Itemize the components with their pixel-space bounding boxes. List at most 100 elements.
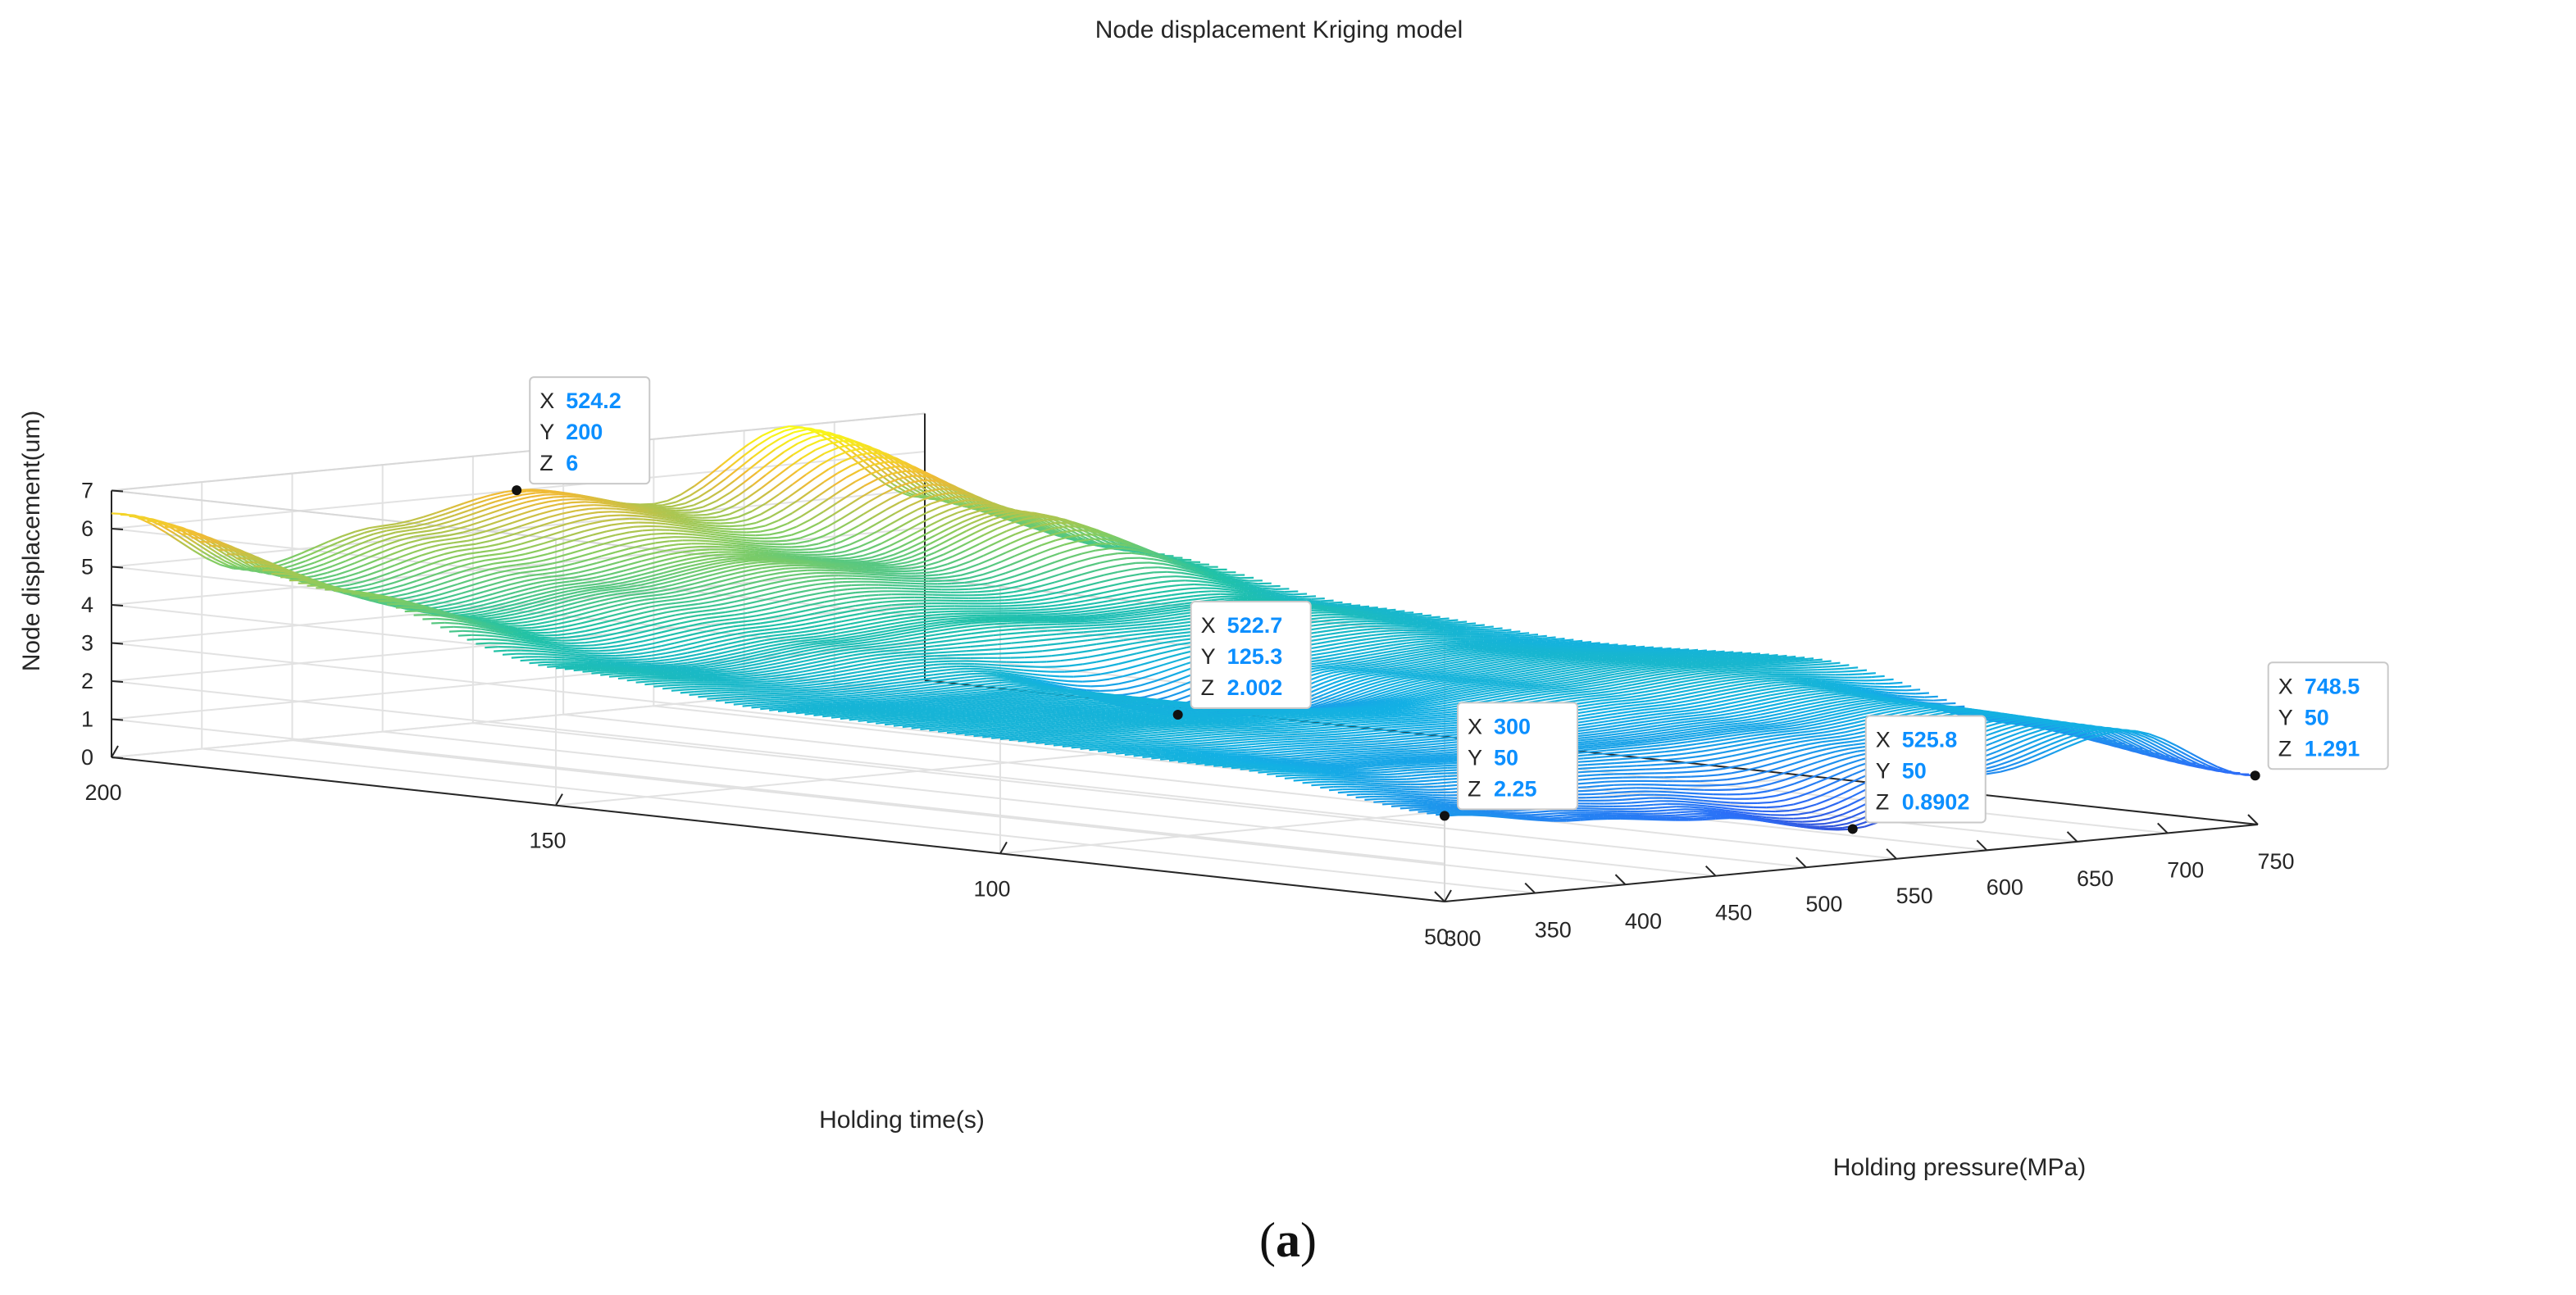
surface-segment <box>731 657 746 661</box>
surface-segment <box>1122 652 1137 657</box>
surface-segment <box>676 588 690 593</box>
surface-segment <box>633 648 648 652</box>
pressure-tick <box>1886 848 1897 860</box>
surface-segment <box>994 703 1008 707</box>
surface-segment <box>915 571 930 575</box>
surface-segment <box>493 561 507 565</box>
surface-segment <box>1153 585 1167 590</box>
surface-segment <box>808 562 821 566</box>
surface-segment <box>711 478 726 490</box>
surface-segment <box>820 689 834 693</box>
surface-segment <box>503 549 517 555</box>
surface-segment <box>1402 636 1417 639</box>
surface-segment <box>1068 663 1083 667</box>
surface-segment <box>835 648 849 653</box>
surface-segment <box>580 619 595 625</box>
surface-segment <box>1340 613 1354 616</box>
surface-segment <box>859 598 874 602</box>
surface-segment <box>1471 624 1485 627</box>
surface-segment <box>666 512 680 516</box>
surface-segment <box>1154 641 1169 646</box>
surface-segment <box>381 546 396 553</box>
surface-segment <box>572 592 587 598</box>
surface-segment <box>660 663 674 666</box>
surface-segment <box>786 637 801 641</box>
surface-segment <box>908 636 922 640</box>
surface-segment <box>417 541 432 547</box>
surface-segment <box>1147 618 1161 622</box>
surface-segment <box>716 606 730 611</box>
surface-segment <box>740 565 754 570</box>
surface-segment <box>817 638 832 643</box>
surface-segment <box>605 561 620 567</box>
surface-segment <box>236 557 252 567</box>
surface-segment <box>685 688 699 691</box>
surface-segment <box>959 584 974 588</box>
surface-segment <box>1450 647 1465 651</box>
surface-segment <box>444 621 459 625</box>
surface-segment <box>1041 539 1056 546</box>
surface-segment <box>204 537 219 543</box>
surface-segment <box>745 552 759 555</box>
surface-segment <box>1039 697 1054 701</box>
surface-segment <box>1154 558 1168 563</box>
time-tick <box>555 793 563 807</box>
surface-segment <box>444 566 458 573</box>
surface-segment <box>651 661 665 665</box>
surface-segment <box>413 614 428 616</box>
surface-segment <box>271 564 286 570</box>
surface-segment <box>849 554 863 559</box>
surface-segment <box>550 584 565 589</box>
surface-segment <box>851 683 866 687</box>
surface-segment <box>576 507 589 512</box>
surface-segment <box>394 577 408 584</box>
surface-segment <box>951 549 967 558</box>
surface-segment <box>831 532 846 540</box>
surface-segment <box>672 558 687 564</box>
surface-segment <box>507 507 522 514</box>
surface-segment <box>534 534 548 541</box>
surface-segment <box>848 570 862 573</box>
surface-segment <box>732 544 746 548</box>
surface-segment <box>880 553 894 560</box>
surface-segment <box>1008 604 1022 607</box>
surface-segment <box>1363 612 1377 616</box>
surface-segment <box>878 679 893 684</box>
surface-segment <box>773 522 788 530</box>
surface-segment <box>389 584 404 590</box>
surface-segment <box>1047 643 1061 646</box>
surface-segment <box>951 568 966 574</box>
surface-segment <box>1158 579 1172 584</box>
surface-segment <box>883 684 897 688</box>
surface-segment <box>373 529 388 535</box>
surface-segment <box>1071 610 1085 614</box>
surface-segment <box>690 685 703 688</box>
surface-segment <box>1243 590 1258 595</box>
surface-segment <box>751 525 766 530</box>
surface-segment <box>835 521 851 531</box>
surface-segment <box>943 529 958 538</box>
surface-segment <box>795 711 810 715</box>
surface-segment <box>873 691 888 695</box>
surface-segment <box>741 637 756 643</box>
surface-segment <box>950 676 965 680</box>
surface-segment <box>636 575 651 581</box>
surface-segment <box>431 611 446 616</box>
surface-segment <box>1099 594 1113 600</box>
surface-segment <box>1482 648 1496 651</box>
surface-segment <box>573 584 588 588</box>
surface-segment <box>534 552 548 558</box>
surface-segment <box>448 531 464 537</box>
surface-segment <box>922 695 937 699</box>
surface-segment <box>1325 653 1340 657</box>
surface-segment <box>394 542 409 548</box>
surface-segment <box>1059 529 1074 534</box>
surface-segment <box>876 706 891 709</box>
surface-segment <box>435 547 449 552</box>
surface-segment <box>767 554 782 558</box>
surface-segment <box>952 514 967 522</box>
surface-segment <box>685 496 699 505</box>
surface-segment <box>1124 626 1138 630</box>
surface-segment <box>745 653 760 659</box>
surface-segment <box>1337 673 1352 679</box>
